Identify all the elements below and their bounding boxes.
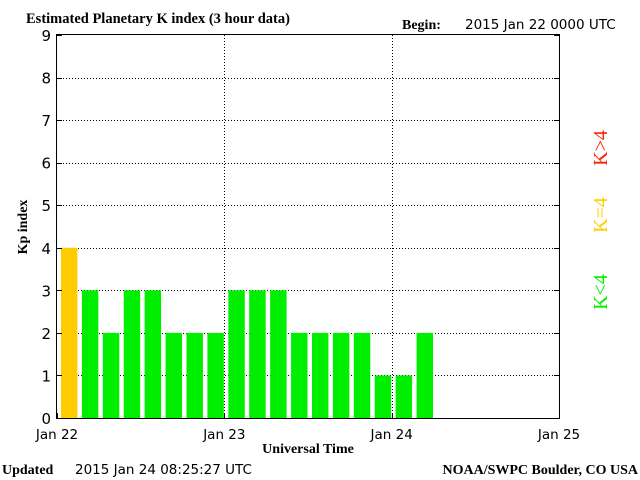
y-tick-label: 9 — [41, 27, 51, 45]
updated-value: 2015 Jan 24 08:25:27 UTC — [75, 462, 252, 478]
grid-lines — [57, 35, 559, 418]
kp-bar — [123, 290, 141, 418]
y-tick-label: 6 — [41, 155, 51, 173]
kp-bar — [81, 290, 99, 418]
y-tick-label: 4 — [41, 240, 51, 258]
y-tick-label: 7 — [41, 112, 51, 130]
kp-bar — [395, 375, 413, 418]
y-tick-label: 3 — [41, 282, 51, 300]
x-tick-label: Jan 22 — [35, 427, 78, 443]
x-tick-label: Jan 23 — [202, 427, 245, 443]
x-tick-label: Jan 25 — [537, 427, 580, 443]
plot-frame — [56, 34, 560, 419]
updated-label: Updated — [2, 463, 54, 478]
kp-bar — [228, 290, 245, 418]
kp-bar — [186, 332, 203, 418]
kp-bar — [61, 247, 78, 418]
kp-bar — [249, 290, 266, 418]
x-tick-label: Jan 24 — [370, 427, 413, 443]
y-tick-label: 8 — [41, 70, 51, 88]
kp-bar — [332, 332, 350, 418]
y-ticks: 0 1 2 3 4 5 6 7 8 9 — [41, 27, 559, 428]
y-tick-label: 2 — [41, 325, 51, 343]
bars — [61, 247, 433, 418]
y-tick-label: 1 — [41, 367, 51, 385]
kp-bar — [144, 290, 162, 418]
chart-title: Estimated Planetary K index (3 hour data… — [26, 11, 290, 27]
legend-k-less-4: K<4 — [590, 274, 612, 310]
y-tick-label: 0 — [41, 410, 51, 428]
credit-text: NOAA/SWPC Boulder, CO USA — [442, 463, 638, 478]
begin-value: 2015 Jan 22 0000 UTC — [465, 17, 616, 33]
y-axis-label: Kp index — [16, 200, 31, 255]
legend-k-greater-4: K>4 — [590, 130, 612, 166]
kp-bar — [374, 375, 392, 418]
kp-bar — [353, 332, 371, 418]
kp-bar — [207, 332, 224, 418]
kp-bar — [291, 332, 308, 418]
x-axis-label: Universal Time — [262, 442, 354, 457]
begin-label: Begin: — [402, 18, 441, 33]
kp-bar — [165, 332, 182, 418]
kp-bar — [416, 332, 433, 418]
kp-bar — [270, 290, 287, 418]
y-tick-label: 5 — [41, 197, 51, 215]
legend-k-equal-4: K=4 — [590, 197, 612, 233]
kp-bar — [102, 332, 120, 418]
x-ticks: Jan 22 Jan 23 Jan 24 Jan 25 — [35, 413, 580, 443]
kp-bar — [312, 332, 329, 418]
